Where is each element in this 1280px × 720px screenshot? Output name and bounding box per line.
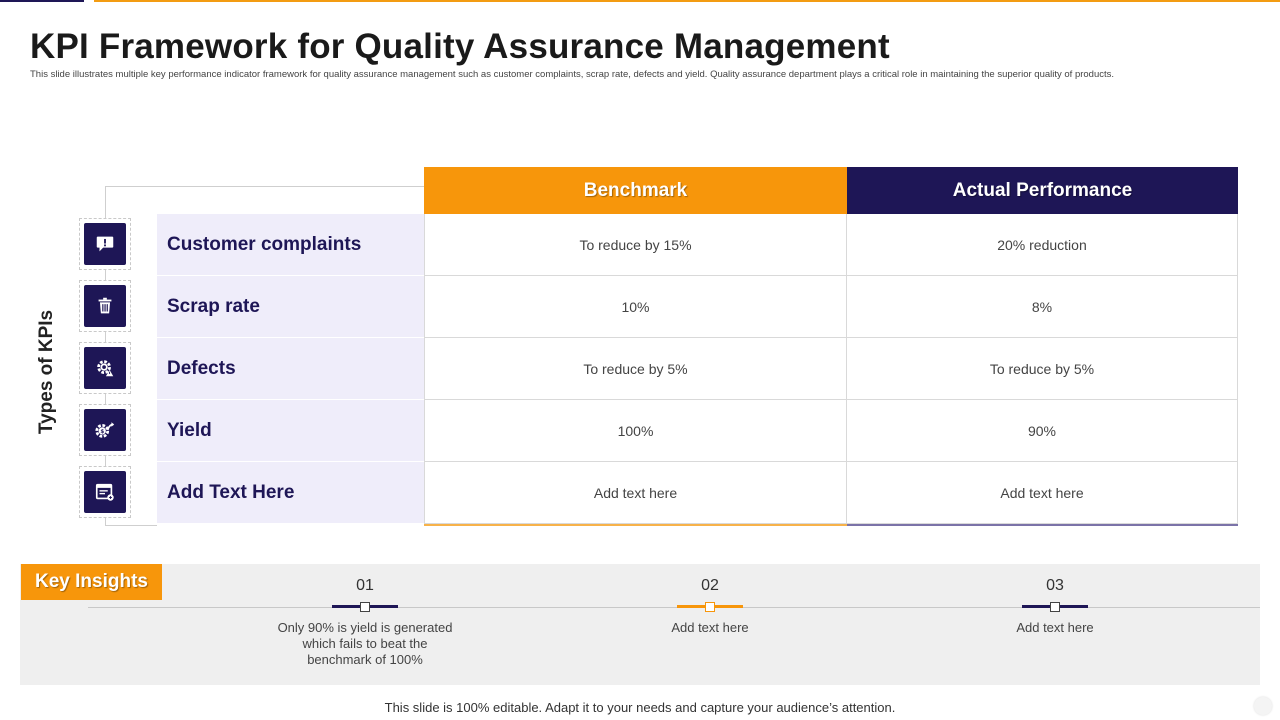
- kpi-name-cell: Defects: [157, 338, 424, 400]
- actual-bottom-rule: [847, 524, 1238, 526]
- complaint-bubble-icon: [96, 236, 114, 252]
- kpi-name-cell: Yield: [157, 400, 424, 462]
- actual-cell: 8%: [847, 276, 1238, 338]
- scrap-rate-icon-box: [79, 280, 131, 332]
- top-accent-bar-orange: [94, 0, 1280, 2]
- kpi-name-cell: Add Text Here: [157, 462, 424, 524]
- insight-step-text: Add text here: [1016, 620, 1094, 635]
- actual-cell: Add text here: [847, 462, 1238, 524]
- insight-step-number: 01: [356, 577, 374, 594]
- insight-step-text: Only 90% is yield is generated which fai…: [277, 620, 453, 667]
- key-insights-tag: Key Insights: [21, 564, 162, 600]
- insight-step-marker: [360, 602, 370, 612]
- customer-complaints-icon-box: [79, 218, 131, 270]
- svg-text:$: $: [100, 429, 104, 435]
- benchmark-header: Benchmark: [424, 167, 847, 214]
- trash-bin-icon: [98, 297, 112, 314]
- footer-note: This slide is 100% editable. Adapt it to…: [384, 700, 896, 715]
- benchmark-cell: 100%: [424, 400, 847, 462]
- slide-title: KPI Framework for Quality Assurance Mana…: [30, 27, 890, 66]
- kpi-types-label: Types of KPIs: [36, 309, 57, 435]
- corner-decoration: [1254, 697, 1272, 715]
- actual-cell: 90%: [847, 400, 1238, 462]
- add-text-icon-box: [79, 466, 131, 518]
- actual-performance-header: Actual Performance: [847, 167, 1238, 214]
- connector-line-top: [105, 186, 425, 187]
- yield-icon-box: $: [79, 404, 131, 456]
- kpi-name-cell: Scrap rate: [157, 276, 424, 338]
- insight-step-marker: [705, 602, 715, 612]
- insight-step-text: Add text here: [671, 620, 749, 635]
- gear-warning-icon: [97, 360, 114, 377]
- slide-subtitle: This slide illustrates multiple key perf…: [30, 69, 1115, 80]
- benchmark-cell: Add text here: [424, 462, 847, 524]
- insight-step-marker: [1050, 602, 1060, 612]
- benchmark-cell: To reduce by 5%: [424, 338, 847, 400]
- connector-line-bottom: [105, 525, 157, 526]
- top-accent-bar-navy: [0, 0, 84, 2]
- actual-cell: 20% reduction: [847, 214, 1238, 276]
- benchmark-cell: To reduce by 15%: [424, 214, 847, 276]
- insight-step-number: 02: [701, 577, 719, 594]
- browser-window-icon: [95, 483, 114, 501]
- actual-cell: To reduce by 5%: [847, 338, 1238, 400]
- insights-timeline: [88, 607, 1260, 608]
- benchmark-cell: 10%: [424, 276, 847, 338]
- benchmark-bottom-rule: [424, 524, 847, 526]
- gear-dollar-icon: $: [95, 422, 115, 438]
- key-insights-panel: [20, 564, 1260, 685]
- kpi-name-cell: Customer complaints: [157, 214, 424, 276]
- defects-icon-box: [79, 342, 131, 394]
- insight-step-number: 03: [1046, 577, 1064, 594]
